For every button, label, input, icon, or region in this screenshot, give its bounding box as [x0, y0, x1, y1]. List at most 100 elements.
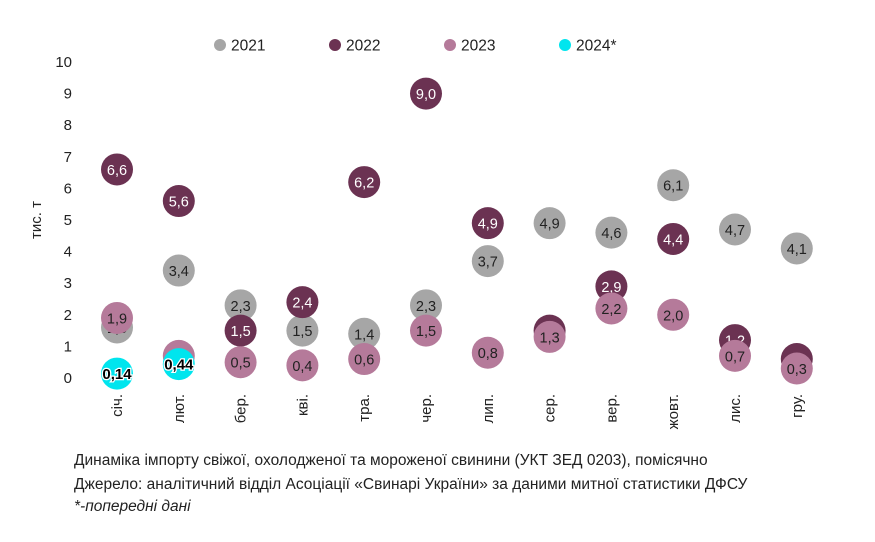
data-label: 1,5 — [292, 324, 312, 340]
data-point — [719, 339, 751, 372]
data-point — [162, 185, 195, 218]
data-point — [410, 289, 442, 322]
chart-canvas: 0 1 2 3 4 5 6 7 8 9 10 тис. т січ. лют. бер. кві. тра. че… — [28, 38, 813, 429]
data-point — [471, 245, 504, 278]
data-label: 4,6 — [601, 226, 621, 242]
data-label: 9,0 — [416, 87, 436, 103]
legend-marker — [214, 39, 226, 51]
data-point — [533, 207, 566, 240]
y-tick-label: 1 — [64, 338, 72, 355]
data-label: 0,44 — [164, 357, 194, 374]
data-point — [410, 314, 442, 347]
legend-label: 2024* — [576, 38, 617, 55]
data-label: 2,9 — [601, 280, 621, 296]
data-point — [101, 357, 133, 390]
data-point — [162, 348, 195, 381]
y-tick-label: 2 — [64, 307, 72, 324]
data-point — [780, 352, 813, 385]
data-point — [719, 213, 751, 246]
data-label: 6,1 — [663, 179, 683, 195]
data-point — [471, 207, 504, 240]
data-label: 0,3 — [787, 362, 807, 378]
data-label: 6,6 — [107, 163, 127, 179]
data-label: 0,8 — [478, 346, 498, 362]
y-tick-label: 3 — [64, 275, 72, 292]
data-point — [348, 343, 381, 376]
data-point — [224, 314, 257, 347]
data-label: 0,6 — [354, 353, 374, 369]
data-label: 0,5 — [231, 356, 251, 372]
data-label: 3,4 — [169, 264, 189, 280]
y-tick-label: 9 — [64, 86, 72, 103]
source-note: Джерело: аналітичний відділ Асоціації «С… — [74, 476, 748, 493]
data-point — [657, 298, 690, 331]
data-point — [410, 77, 442, 110]
data-label: 1,3 — [540, 330, 560, 346]
data-label: 4,7 — [725, 223, 745, 239]
data-label: 2,2 — [601, 302, 621, 318]
x-tick-label: гру. — [789, 394, 806, 418]
data-point — [780, 232, 813, 265]
data-point — [657, 222, 690, 255]
data-point — [101, 301, 133, 334]
x-tick-label: чер. — [418, 394, 435, 423]
legend-marker — [329, 39, 341, 51]
x-tick-label: кві. — [294, 394, 311, 416]
data-point — [348, 166, 381, 199]
data-label: 6,2 — [354, 176, 374, 192]
y-tick-label: 7 — [64, 149, 72, 166]
data-label: 2,4 — [292, 296, 312, 312]
data-label: 4,9 — [540, 217, 560, 233]
data-point — [595, 292, 628, 325]
y-axis-label: тис. т — [28, 201, 45, 239]
data-point — [286, 349, 319, 382]
y-tick-label: 0 — [64, 370, 72, 387]
data-point — [348, 317, 381, 350]
x-tick-label: вер. — [603, 394, 620, 423]
data-label: 2,3 — [416, 299, 436, 315]
y-tick-label: 5 — [64, 212, 72, 229]
data-point — [286, 314, 319, 347]
data-point — [162, 254, 195, 287]
data-label: 1,9 — [107, 311, 127, 327]
data-label: 3,7 — [478, 255, 498, 271]
data-point — [595, 216, 628, 249]
data-label: 1,4 — [354, 327, 374, 343]
data-point — [286, 286, 319, 319]
x-tick-label: лип. — [480, 394, 497, 423]
x-tick-label: лис. — [727, 394, 744, 423]
data-point — [101, 153, 133, 186]
data-point — [533, 320, 566, 353]
data-label: 4,4 — [663, 232, 683, 248]
data-point — [224, 346, 257, 379]
data-label: 4,9 — [478, 217, 498, 233]
data-label: 5,6 — [169, 195, 189, 211]
x-tick-label: жовт. — [665, 394, 682, 429]
data-point — [595, 270, 628, 303]
x-tick-label: сер. — [542, 394, 559, 422]
x-tick-label: бер. — [233, 394, 250, 423]
y-tick-label: 8 — [64, 117, 72, 134]
preliminary-note: *-попередні дані — [74, 498, 191, 515]
data-label: 0,7 — [725, 349, 745, 365]
chart-caption: Динаміка імпорту свіжої, охолодженої та … — [74, 452, 708, 469]
data-label: 4,1 — [787, 242, 807, 258]
bubble-chart: 0 1 2 3 4 5 6 7 8 9 10 тис. т січ. лют. бер. кві. тра. че… — [28, 38, 813, 429]
x-tick-label: січ. — [109, 394, 126, 417]
legend-marker — [559, 39, 571, 51]
y-tick-label: 4 — [64, 244, 72, 261]
legend-label: 2021 — [231, 38, 265, 55]
data-point — [224, 289, 257, 322]
y-tick-label: 6 — [64, 180, 72, 197]
data-point — [471, 336, 504, 369]
data-label: 0,14 — [102, 366, 132, 383]
data-label: 2,3 — [231, 299, 251, 315]
data-point — [657, 169, 690, 202]
x-tick-label: тра. — [356, 394, 373, 422]
data-label: 1,5 — [231, 324, 251, 340]
data-label: 1,5 — [416, 324, 436, 340]
x-tick-label: лют. — [171, 394, 188, 423]
data-label: 0,4 — [292, 359, 312, 375]
data-label: 2,0 — [663, 308, 683, 324]
y-tick-label: 10 — [55, 54, 72, 71]
